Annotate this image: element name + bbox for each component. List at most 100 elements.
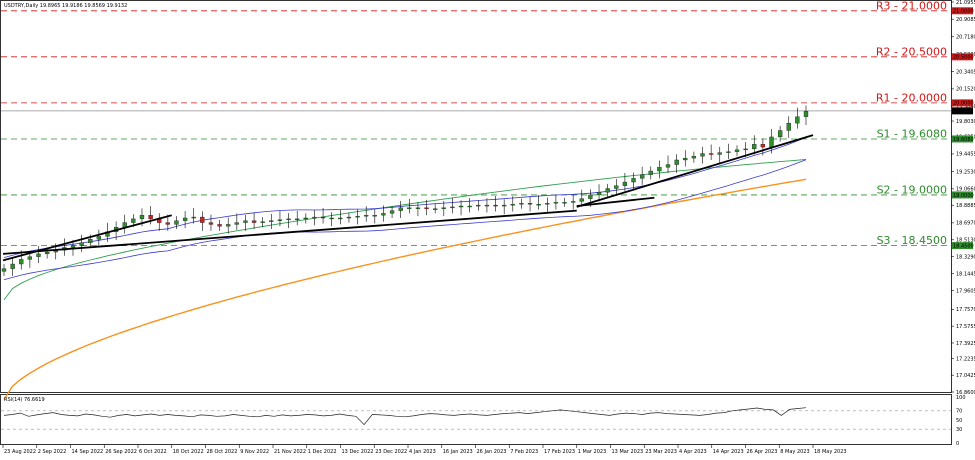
x-tick-label-22: 26 Apr 2023 (747, 449, 778, 455)
trendline-0 (2, 214, 172, 262)
candle-body (44, 251, 50, 255)
candle-body (286, 218, 291, 221)
level-tag-text-5: 18.4500 (953, 243, 974, 249)
level-tag-3 (952, 135, 973, 143)
candle-body (329, 217, 334, 220)
x-tick-label-14: 26 Jan 2023 (477, 449, 507, 455)
candle-body (355, 215, 360, 218)
rsi-y-tick-1: 70 (956, 409, 962, 415)
level-tag-2 (952, 99, 973, 107)
level-tag-text-0: 21.0000 (953, 9, 974, 15)
candle-body (441, 207, 446, 209)
y-tick-label-2: 20.7180 (956, 35, 975, 41)
candle-body (182, 217, 188, 221)
candle-body (571, 201, 576, 203)
y-tick-label-4: 20.3405 (956, 69, 975, 75)
bollinger-upper-line (3, 137, 807, 258)
candle-body (10, 263, 15, 269)
candle-body (407, 207, 412, 209)
candle-body (234, 222, 239, 225)
candle-body (346, 216, 352, 219)
level-tag-text-1: 20.5000 (953, 55, 974, 61)
candle-body (648, 170, 653, 175)
level-label-2: R1 - 20.0000 (876, 91, 947, 104)
x-tick-label-8: 21 Nov 2022 (274, 449, 306, 455)
rsi-y-tick-3: 30 (956, 427, 962, 433)
x-tick-label-5: 18 Oct 2022 (173, 449, 204, 455)
trendline-1 (2, 209, 577, 255)
x-tick-label-17: 1 Mar 2023 (578, 449, 607, 455)
level-tag-text-4: 19.0000 (953, 193, 974, 199)
last-price-text: 19.9132 (953, 109, 974, 115)
x-tick-label-24: 18 May 2023 (814, 449, 847, 455)
candle-body (27, 256, 33, 260)
trendline-2 (576, 196, 655, 207)
candle-body (424, 207, 429, 209)
candle-body (269, 220, 274, 222)
ma50-line (3, 158, 807, 301)
y-tick-label-19: 17.5755 (956, 324, 975, 330)
y-tick-label-0: 21.0955 (956, 0, 975, 6)
level-tag-4 (952, 191, 973, 199)
candle-body (476, 204, 481, 207)
candle-body (458, 205, 464, 208)
candle-body (795, 116, 800, 124)
candle-body (665, 164, 671, 168)
candle-body (200, 216, 205, 223)
candle-body (312, 216, 317, 219)
x-tick-label-12: 4 Jan 2023 (409, 449, 436, 455)
candle-body (191, 216, 196, 219)
candle-body (726, 151, 731, 153)
candle-body (596, 192, 602, 196)
rsi-y-tick-0: 100 (956, 395, 966, 401)
y-tick-label-17: 17.9605 (956, 288, 975, 294)
level-label-1: R2 - 20.5000 (876, 45, 947, 58)
y-tick-label-14: 18.5130 (956, 238, 975, 244)
candle-body (364, 215, 369, 217)
candle-body (389, 210, 395, 214)
candle-body (683, 157, 688, 161)
candle-body (1, 268, 7, 272)
y-tick-label-9: 19.4455 (956, 152, 975, 158)
candle-body (777, 130, 783, 138)
candle-body (338, 217, 343, 220)
candle-body (88, 238, 93, 243)
y-tick-label-16: 18.1445 (956, 272, 975, 278)
candle-body (674, 159, 679, 165)
candle-body (527, 203, 533, 205)
candle-body (398, 207, 403, 211)
candle-body (70, 245, 76, 248)
x-tick-label-0: 23 Aug 2022 (4, 449, 36, 455)
candle-body (493, 204, 498, 207)
x-tick-label-11: 23 Dec 2022 (375, 449, 407, 455)
candle-body (450, 206, 455, 209)
candle-body (769, 136, 774, 148)
symbol-header: USDTRY,Daily 19.8965 19.9186 19.8569 19.… (4, 3, 127, 9)
x-tick-label-3: 26 Sep 2022 (105, 449, 137, 455)
ma200-line (3, 178, 807, 400)
rsi-panel-border (0, 394, 952, 445)
rsi-y-tick-4: 0 (956, 441, 959, 447)
candle-body (148, 215, 153, 220)
y-tick-label-7: 19.8030 (956, 119, 975, 125)
price-panel-border (0, 0, 952, 393)
candle-body (640, 174, 645, 179)
candle-body (579, 198, 584, 202)
y-tick-label-1: 20.9085 (956, 17, 975, 23)
rsi-y-tick-2: 50 (956, 418, 962, 424)
y-tick-label-13: 18.6970 (956, 221, 975, 227)
x-tick-label-23: 8 May 2023 (780, 449, 809, 455)
candle-body (622, 181, 628, 186)
candle-body (553, 202, 559, 204)
candle-body (243, 220, 248, 223)
x-tick-label-7: 9 Nov 2022 (240, 449, 269, 455)
candle-body (303, 217, 308, 220)
candle-body (139, 215, 145, 220)
x-tick-label-4: 6 Oct 2022 (139, 449, 167, 455)
level-label-0: R3 - 21.0000 (876, 0, 947, 12)
candle-body (372, 215, 377, 217)
bollinger-lower-line (3, 159, 807, 281)
level-tag-text-2: 20.0000 (953, 101, 974, 107)
level-label-3: S1 - 19.6080 (877, 127, 947, 140)
